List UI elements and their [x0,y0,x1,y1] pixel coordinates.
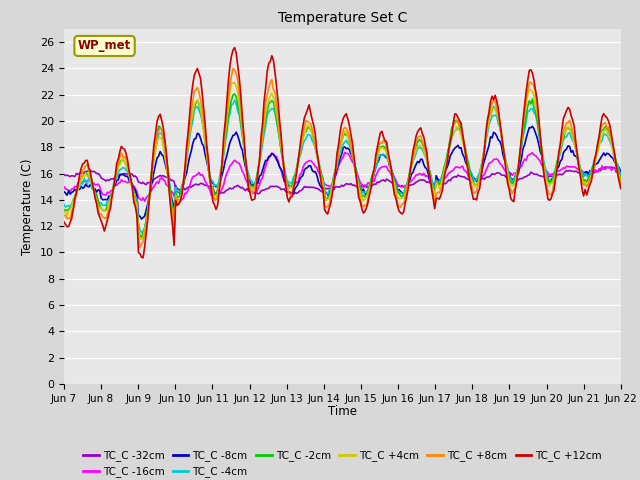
TC_C -4cm [60,202,68,207]
TC_C -4cm [307,133,314,139]
TC_C +4cm [617,181,625,187]
TC_C -8cm [255,173,263,179]
TC_C -16cm [255,182,263,188]
TC_C -2cm [60,207,68,213]
TC_C -32cm [226,185,234,191]
Line: TC_C -4cm: TC_C -4cm [64,100,621,233]
TC_C -8cm [228,136,236,142]
TC_C -16cm [129,183,136,189]
Line: TC_C -16cm: TC_C -16cm [64,152,621,201]
Legend: TC_C -32cm, TC_C -16cm, TC_C -8cm, TC_C -4cm, TC_C -2cm, TC_C +4cm, TC_C +8cm, T: TC_C -32cm, TC_C -16cm, TC_C -8cm, TC_C … [79,446,606,480]
TC_C +12cm [231,45,239,50]
TC_C +8cm [248,190,255,195]
TC_C -4cm [257,151,265,157]
TC_C -4cm [248,178,255,184]
TC_C +12cm [60,219,68,225]
TC_C +4cm [307,127,314,132]
TC_C +12cm [129,183,136,189]
TC_C +12cm [307,110,314,116]
TC_C -8cm [589,166,596,172]
TC_C -32cm [129,171,136,177]
TC_C -8cm [129,181,136,187]
TC_C +12cm [617,186,625,192]
TC_C +4cm [231,80,239,85]
TC_C -16cm [228,162,236,168]
TC_C -16cm [141,198,148,204]
Line: TC_C +12cm: TC_C +12cm [64,48,621,258]
TC_C -32cm [290,192,298,197]
TC_C +8cm [307,121,314,127]
TC_C -2cm [228,97,236,103]
TC_C -2cm [617,176,625,181]
TC_C -4cm [138,230,145,236]
TC_C -8cm [305,163,313,168]
TC_C -32cm [305,185,313,191]
TC_C +4cm [257,145,265,151]
TC_C +12cm [589,169,596,175]
TC_C +8cm [617,180,625,186]
TC_C +4cm [228,80,236,86]
TC_C -4cm [228,102,236,108]
TC_C +8cm [228,73,236,79]
TC_C -2cm [138,235,145,240]
TC_C +8cm [589,168,596,174]
Y-axis label: Temperature (C): Temperature (C) [22,158,35,255]
TC_C -4cm [231,97,239,103]
Text: WP_met: WP_met [78,39,131,52]
TC_C +12cm [140,255,147,261]
TC_C +8cm [257,144,265,150]
TC_C -2cm [257,146,265,152]
TC_C -4cm [617,171,625,177]
TC_C -16cm [246,186,254,192]
TC_C +12cm [248,197,255,203]
TC_C +4cm [136,236,144,242]
X-axis label: Time: Time [328,405,357,418]
TC_C +4cm [60,208,68,214]
TC_C -32cm [254,191,262,196]
TC_C -2cm [248,183,255,189]
TC_C -32cm [602,164,609,170]
TC_C -4cm [589,163,596,169]
TC_C -16cm [341,149,349,155]
TC_C -32cm [60,172,68,178]
TC_C -4cm [129,185,136,191]
TC_C -2cm [589,164,596,169]
TC_C -16cm [617,167,625,173]
Line: TC_C -32cm: TC_C -32cm [64,167,621,194]
TC_C -2cm [231,91,239,97]
TC_C -8cm [60,189,68,194]
Title: Temperature Set C: Temperature Set C [278,11,407,25]
TC_C -2cm [307,127,314,133]
TC_C -32cm [588,169,595,175]
TC_C +8cm [229,66,237,72]
TC_C -32cm [244,188,252,194]
TC_C -2cm [129,182,136,188]
TC_C -32cm [617,168,625,174]
TC_C -16cm [589,170,596,176]
Line: TC_C +8cm: TC_C +8cm [64,69,621,248]
TC_C -16cm [60,184,68,190]
TC_C -16cm [305,158,313,164]
Line: TC_C -8cm: TC_C -8cm [64,126,621,219]
TC_C +12cm [228,53,236,59]
TC_C +8cm [60,213,68,218]
Line: TC_C -2cm: TC_C -2cm [64,94,621,238]
TC_C -8cm [617,171,625,177]
TC_C -8cm [246,180,254,185]
TC_C -8cm [138,216,145,222]
Line: TC_C +4cm: TC_C +4cm [64,83,621,239]
TC_C +12cm [257,135,265,141]
TC_C -8cm [529,123,536,129]
TC_C +8cm [129,185,136,191]
TC_C +4cm [248,186,255,192]
TC_C +8cm [136,245,144,251]
TC_C +4cm [589,168,596,174]
TC_C +4cm [129,185,136,191]
